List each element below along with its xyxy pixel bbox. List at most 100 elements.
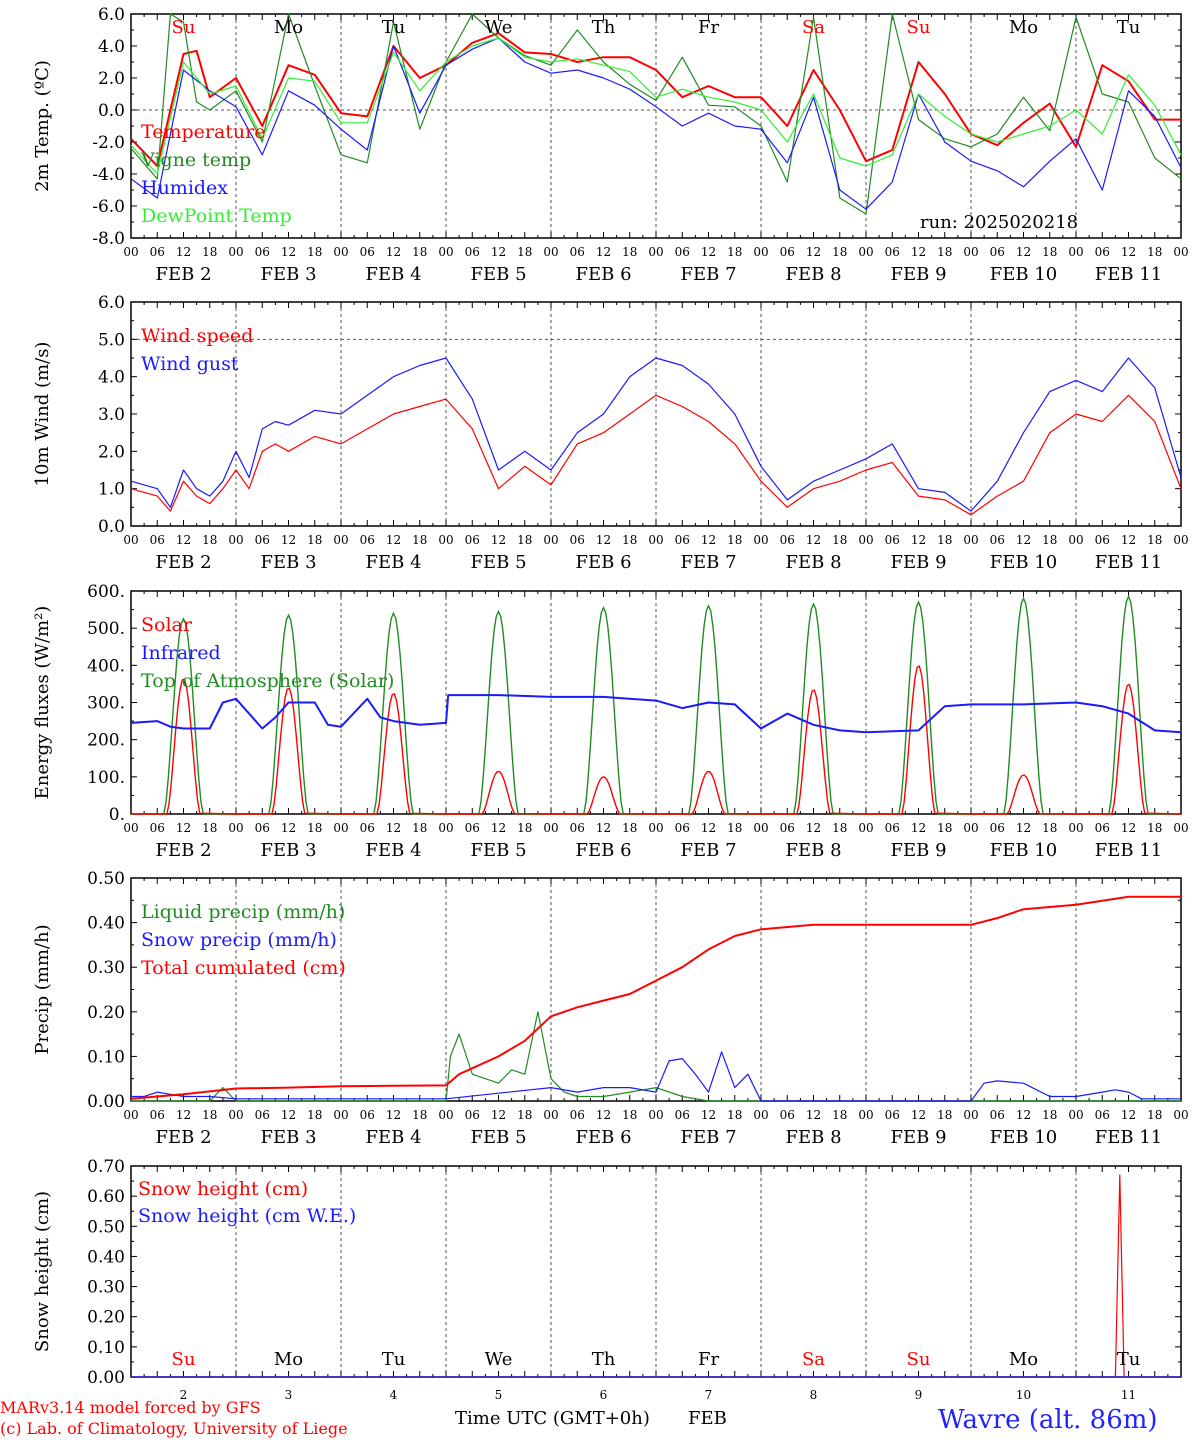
hour-tick-label: 18	[622, 533, 637, 547]
date-label: FEB 6	[575, 552, 631, 573]
hour-tick-label: 00	[1068, 533, 1083, 547]
hour-tick-label: 00	[858, 245, 873, 259]
hour-tick-label: 18	[1042, 1108, 1057, 1122]
hour-tick-label: 18	[517, 533, 532, 547]
hour-tick-label: 00	[963, 533, 978, 547]
series-line	[130, 694, 1182, 734]
hour-tick-label: 00	[543, 821, 558, 835]
hour-tick-label: 00	[543, 245, 558, 259]
hour-tick-label: 00	[438, 1108, 453, 1122]
panel-wind: 6.0 5.0 4.0 3.0 2.0 1.0 0.0 10m Wind (m/s) 00 06 1…	[32, 293, 1189, 573]
hour-tick-label: 06	[150, 533, 165, 547]
panels: 6.0 4.0 2.0 0.0 -2.0 -4.0 -6.0 -8.0 2m Temp. (ºC…	[32, 5, 1189, 1402]
date-label: FEB 10	[990, 264, 1057, 285]
hour-tick-label: 00	[963, 245, 978, 259]
y-tick-label: 3.0	[98, 405, 125, 425]
date-label: FEB 4	[365, 1127, 421, 1148]
hour-tick-label: 18	[832, 533, 847, 547]
hour-tick-label: 12	[701, 533, 716, 547]
hour-tick-label: 18	[307, 821, 322, 835]
y-tick-label: 0.10	[87, 1047, 125, 1067]
hour-tick-label: 06	[990, 245, 1005, 259]
legend-entry: Vigne temp	[140, 149, 251, 171]
hour-tick-label: 18	[517, 821, 532, 835]
legend-entry: Snow height (cm)	[138, 1178, 308, 1200]
panel-energy_fluxes: 600. 500. 400. 300. 200. 100. 0. Energy fluxes …	[32, 582, 1189, 861]
day-number: 11	[1121, 1388, 1136, 1402]
series-line	[1076, 594, 1181, 815]
hour-tick-label: 06	[465, 245, 480, 259]
hour-tick-label: 00	[1173, 245, 1188, 259]
series-line	[656, 770, 762, 815]
day-number: 6	[600, 1388, 608, 1402]
y-tick-label: 6.0	[98, 5, 125, 25]
hour-tick-label: 18	[307, 533, 322, 547]
hour-tick-label: 18	[937, 533, 952, 547]
hour-tick-label: 12	[491, 1108, 506, 1122]
date-label: FEB 4	[365, 264, 421, 285]
y-tick-label: 0.00	[87, 1092, 125, 1112]
legend-entry: DewPoint Temp	[141, 205, 292, 227]
hour-tick-label: 18	[1042, 245, 1057, 259]
hour-tick-label: 06	[1095, 821, 1110, 835]
hour-tick-label: 12	[596, 1108, 611, 1122]
hour-tick-label: 06	[885, 533, 900, 547]
hour-tick-label: 00	[438, 821, 453, 835]
hour-tick-label: 12	[281, 533, 296, 547]
hour-tick-label: 00	[1068, 821, 1083, 835]
date-label: FEB 3	[260, 264, 316, 285]
hour-tick-label: 06	[780, 533, 795, 547]
hour-tick-label: 12	[596, 821, 611, 835]
hour-tick-label: 18	[832, 821, 847, 835]
series-line	[131, 1051, 1181, 1102]
y-tick-label: 5.0	[98, 330, 125, 350]
day-number: 2	[180, 1388, 188, 1402]
date-label: FEB 11	[1095, 840, 1162, 861]
hour-tick-label: 12	[1016, 821, 1031, 835]
panel-snow_height: 0.70 0.60 0.50 0.40 0.30 0.20 0.10 0.00 Snow hei…	[32, 1157, 1182, 1402]
hour-tick-label: 12	[1121, 821, 1136, 835]
hour-tick-label: 18	[622, 245, 637, 259]
hour-tick-label: 06	[255, 245, 270, 259]
hour-tick-label: 18	[1147, 533, 1162, 547]
date-label: FEB 6	[575, 264, 631, 285]
legend-entry: Liquid precip (mm/h)	[141, 901, 345, 923]
date-label: FEB 2	[155, 264, 211, 285]
hour-tick-label: 00	[333, 533, 348, 547]
series-line	[866, 665, 972, 815]
hour-tick-label: 12	[1121, 533, 1136, 547]
y-tick-label: -8.0	[92, 229, 125, 249]
hour-tick-label: 06	[780, 1108, 795, 1122]
series-line	[130, 895, 1181, 1100]
hour-tick-label: 06	[885, 821, 900, 835]
y-tick-label: 200.	[87, 731, 125, 751]
y-axis-label: Precip (mm/h)	[32, 924, 53, 1054]
date-label: FEB 8	[785, 552, 841, 573]
y-tick-label: 0.20	[87, 1308, 125, 1328]
date-label: FEB 8	[785, 1127, 841, 1148]
hour-tick-label: 18	[727, 245, 742, 259]
day-number: 10	[1016, 1388, 1031, 1402]
hour-tick-label: 00	[333, 821, 348, 835]
hour-tick-label: 18	[727, 533, 742, 547]
weekday-label-bottom: Mo	[1009, 1349, 1038, 1370]
weekday-label-bottom: Th	[592, 1349, 616, 1370]
hour-tick-label: 00	[1068, 1108, 1083, 1122]
hour-tick-label: 00	[123, 1108, 138, 1122]
hour-tick-label: 12	[386, 533, 401, 547]
y-tick-label: 1.0	[98, 480, 125, 500]
hour-tick-label: 18	[202, 533, 217, 547]
hour-tick-label: 12	[491, 821, 506, 835]
series-line	[551, 605, 656, 815]
date-label: FEB 5	[470, 264, 526, 285]
hour-tick-label: 18	[412, 1108, 427, 1122]
y-tick-label: 0.20	[87, 1003, 125, 1023]
hour-tick-label: 00	[648, 245, 663, 259]
hour-tick-label: 00	[123, 245, 138, 259]
hour-tick-label: 00	[1173, 821, 1188, 835]
hour-tick-label: 00	[438, 245, 453, 259]
date-label: FEB 4	[365, 840, 421, 861]
date-label: FEB 2	[155, 552, 211, 573]
hour-tick-label: 18	[307, 245, 322, 259]
legend-entry: Wind speed	[141, 325, 253, 347]
